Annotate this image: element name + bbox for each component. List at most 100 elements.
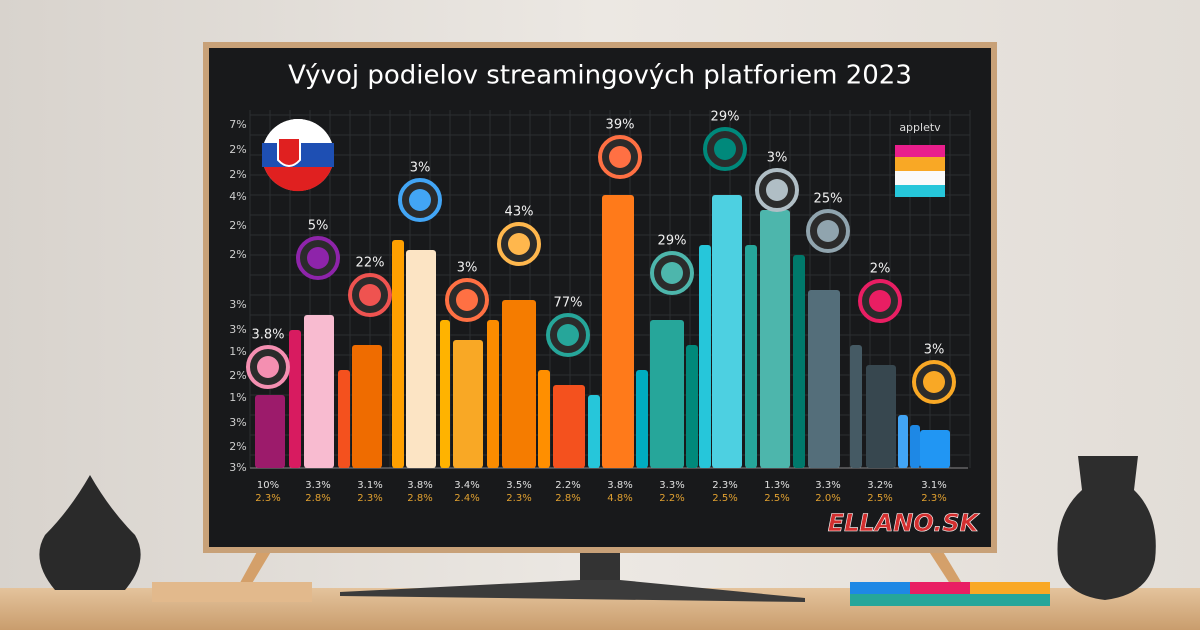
bottom-label: 10% <box>257 480 279 491</box>
bottom-label: 3.5% <box>506 480 531 491</box>
axis-label: 3% <box>229 416 246 429</box>
stripe <box>895 171 945 185</box>
book <box>152 582 312 602</box>
bar <box>453 340 483 468</box>
axis-label: 1% <box>229 345 246 358</box>
bar <box>538 370 550 468</box>
book <box>850 594 1050 606</box>
bar <box>686 345 698 468</box>
bar <box>808 290 840 468</box>
platform-icon-core <box>557 324 579 346</box>
bubble-label: 3.8% <box>251 328 284 343</box>
platform-icon-core <box>817 220 839 242</box>
vase <box>39 475 141 590</box>
bar <box>502 300 536 468</box>
bottom-label: 3.2% <box>867 480 892 491</box>
bottom-label: 2.2% <box>659 493 684 504</box>
tv-stand <box>580 552 620 582</box>
axis-label: 3% <box>229 298 246 311</box>
bars <box>246 127 956 468</box>
bottom-label: 2.5% <box>764 493 789 504</box>
bar <box>602 195 634 468</box>
stripe <box>895 185 945 197</box>
vase <box>1057 456 1156 600</box>
bottom-label: 2.5% <box>712 493 737 504</box>
platform-icon-core <box>609 146 631 168</box>
book <box>910 582 970 594</box>
bar <box>920 430 950 468</box>
bottom-label: 2.3% <box>255 493 280 504</box>
bar <box>712 195 742 468</box>
axis-label: 7% <box>229 118 246 131</box>
bar <box>487 320 499 468</box>
bar <box>898 415 908 468</box>
platform-icon-core <box>359 284 381 306</box>
axis-label: 1% <box>229 391 246 404</box>
stripe <box>895 157 945 171</box>
bar <box>255 395 285 468</box>
bottom-label: 3.1% <box>357 480 382 491</box>
bottom-label: 2.8% <box>407 493 432 504</box>
bottom-label: 4.8% <box>607 493 632 504</box>
bubble-label: 3% <box>924 343 945 358</box>
bar <box>553 385 585 468</box>
bar <box>304 315 334 468</box>
bar <box>636 370 648 468</box>
axis-label: 2% <box>229 440 246 453</box>
brand-logo: ELLANO.SK <box>828 509 981 537</box>
bar <box>760 210 790 468</box>
platform-icon-core <box>257 356 279 378</box>
bar <box>352 345 382 468</box>
bottom-label: 3.3% <box>659 480 684 491</box>
bar <box>392 240 404 468</box>
platform-icon-core <box>661 262 683 284</box>
tv-foot <box>236 550 272 590</box>
bottom-label: 3.3% <box>815 480 840 491</box>
bar <box>745 245 757 468</box>
platform-icon-core <box>869 290 891 312</box>
bottom-label: 2.5% <box>867 493 892 504</box>
platform-icon-core <box>456 289 478 311</box>
bubble-label: 39% <box>606 118 635 133</box>
axis-label: 3% <box>229 323 246 336</box>
bar <box>793 255 805 468</box>
bubble-label: 3% <box>410 161 431 176</box>
platform-icon-core <box>307 247 329 269</box>
bottom-label: 2.2% <box>555 480 580 491</box>
bar <box>910 425 920 468</box>
platform-icon-core <box>766 179 788 201</box>
axis-label: 2% <box>229 168 246 181</box>
axis-label: 4% <box>229 190 246 203</box>
bottom-label: 3.8% <box>607 480 632 491</box>
bubble-label: 77% <box>554 296 583 311</box>
bubble-label: 29% <box>658 234 687 249</box>
bar <box>699 245 711 468</box>
bar <box>406 250 436 468</box>
bottom-label: 2.3% <box>921 493 946 504</box>
bottom-label: 2.8% <box>305 493 330 504</box>
bubble-label: 3% <box>457 261 478 276</box>
axis-label: 2% <box>229 143 246 156</box>
bar <box>338 370 350 468</box>
bubble-label: 5% <box>308 219 329 234</box>
bottom-label: 3.8% <box>407 480 432 491</box>
stripe <box>895 145 945 157</box>
platform-icon-core <box>409 189 431 211</box>
platform-icon-core <box>714 138 736 160</box>
tv-foot <box>928 550 966 590</box>
bubble-label: 2% <box>870 262 891 277</box>
bubble-label: 25% <box>814 192 843 207</box>
bar <box>866 365 896 468</box>
bottom-label: 2.3% <box>357 493 382 504</box>
bottom-label: 2.3% <box>712 480 737 491</box>
bottom-label: 2.8% <box>555 493 580 504</box>
labels: 3.8% 5% 22% 3% 3% 43% 77% 39% 29% 29% 3% 25% 2% 3% 7% 2… <box>229 110 946 505</box>
axis-label: 3% <box>229 461 246 474</box>
bottom-label: 1.3% <box>764 480 789 491</box>
bottom-label: 2.0% <box>815 493 840 504</box>
platform-icon-core <box>923 371 945 393</box>
bottom-label: 2.3% <box>506 493 531 504</box>
bubble-label: 22% <box>356 256 385 271</box>
title: Vývoj podielov streamingových platforiem… <box>288 61 912 91</box>
bottom-label: 3.4% <box>454 480 479 491</box>
